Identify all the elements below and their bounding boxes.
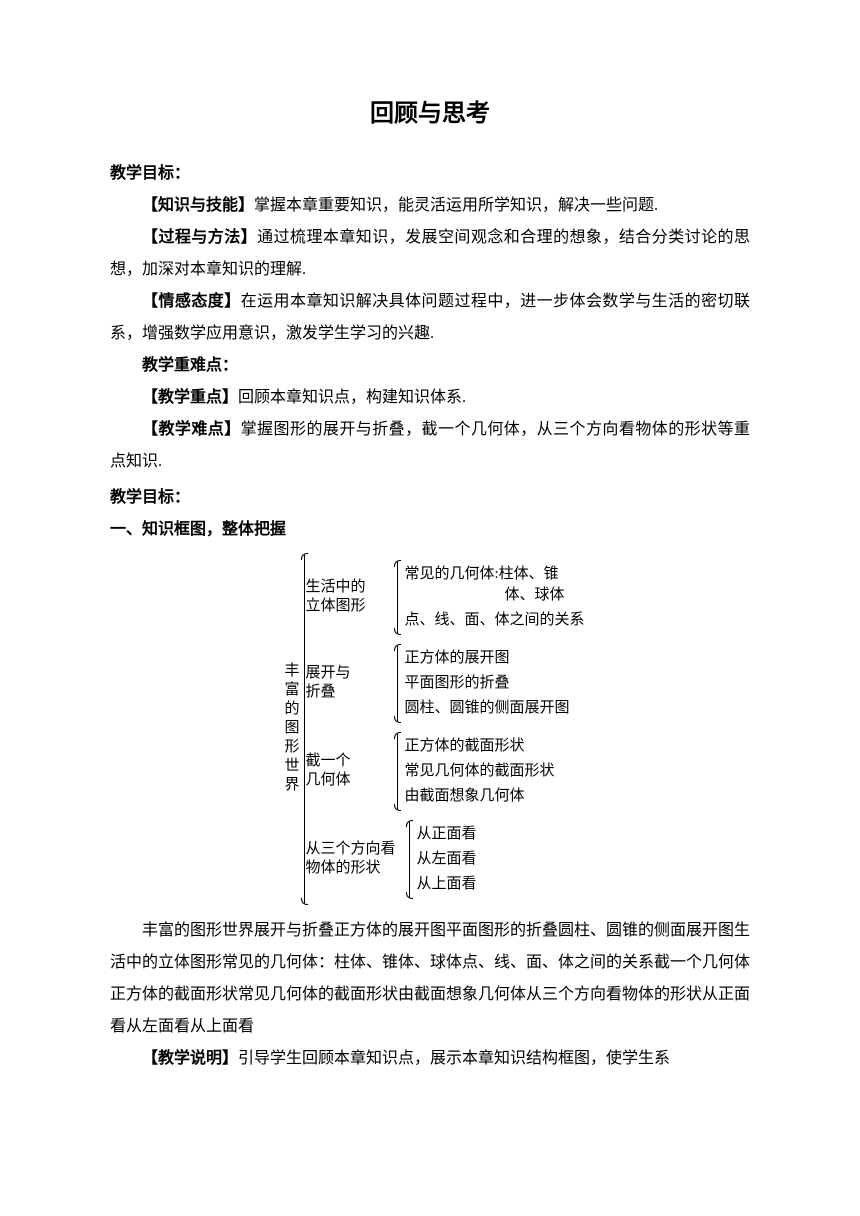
branch3-leaf3: 由截面想象几何体 bbox=[398, 784, 554, 809]
branch3-leaf2: 常见几何体的截面形状 bbox=[398, 759, 554, 784]
goal-process: 【过程与方法】通过梳理本章知识，发展空间观念和合理的想象，结合分类讨论的思想，加… bbox=[110, 222, 750, 286]
goals-heading: 教学目标： bbox=[110, 158, 750, 190]
diagram-root: 丰富的图形世界 bbox=[275, 662, 304, 795]
branch-life-shapes: 生活中的 立体图形 常见的几何体:柱体、锥 体、球体 点、线、面、体之间的关系 bbox=[305, 561, 584, 633]
goal1-text: 掌握本章重要知识，能灵活运用所学知识，解决一些问题. bbox=[254, 197, 658, 214]
branch2-bracket: 正方体的展开图 平面图形的折叠 圆柱、圆锥的侧面展开图 bbox=[397, 645, 569, 721]
summary-paragraph: 丰富的图形世界展开与折叠正方体的展开图平面图形的折叠圆柱、圆锥的侧面展开图生活中… bbox=[110, 915, 750, 1043]
branch2-leaf2: 平面图形的折叠 bbox=[398, 671, 569, 696]
branch4-leaf1: 从正面看 bbox=[410, 822, 476, 847]
root-bracket: 生活中的 立体图形 常见的几何体:柱体、锥 体、球体 点、线、面、体之间的关系 … bbox=[304, 554, 584, 903]
branch-views: 从三个方向看 物体的形状 从正面看 从左面看 从上面看 bbox=[305, 821, 584, 897]
branch-unfold: 展开与 折叠 正方体的展开图 平面图形的折叠 圆柱、圆锥的侧面展开图 bbox=[305, 645, 584, 721]
goal3-label: 【情感态度】 bbox=[142, 293, 241, 310]
goal-attitude: 【情感态度】在运用本章知识解决具体问题过程中，进一步体会数学与生活的密切联系，增… bbox=[110, 286, 750, 350]
hard-label: 【教学难点】 bbox=[142, 421, 241, 438]
framework-heading: 一、知识框图，整体把握 bbox=[110, 514, 750, 546]
goal-knowledge: 【知识与技能】掌握本章重要知识，能灵活运用所学知识，解决一些问题. bbox=[110, 190, 750, 222]
branch4-leaf3: 从上面看 bbox=[410, 872, 476, 897]
page-title: 回顾与思考 bbox=[110, 90, 750, 138]
branch2-leaf1: 正方体的展开图 bbox=[398, 646, 569, 671]
branch4-leaf2: 从左面看 bbox=[410, 847, 476, 872]
key-label: 【教学重点】 bbox=[142, 389, 238, 406]
difficulty-heading: 教学重难点： bbox=[110, 350, 750, 382]
branch1-leaf1: 常见的几何体:柱体、锥 体、球体 bbox=[398, 562, 584, 608]
teaching-note: 【教学说明】引导学生回顾本章知识点，展示本章知识结构框图，使学生系 bbox=[110, 1043, 750, 1075]
goals-heading-2: 教学目标： bbox=[110, 482, 750, 514]
goal2-label: 【过程与方法】 bbox=[142, 229, 257, 246]
branch1-bracket: 常见的几何体:柱体、锥 体、球体 点、线、面、体之间的关系 bbox=[397, 561, 584, 633]
branch4-bracket: 从正面看 从左面看 从上面看 bbox=[409, 821, 476, 897]
branch2-leaf3: 圆柱、圆锥的侧面展开图 bbox=[398, 696, 569, 721]
branch4-label: 从三个方向看 物体的形状 bbox=[305, 840, 405, 879]
branch2-label: 展开与 折叠 bbox=[305, 664, 393, 703]
key-text: 回顾本章知识点，构建知识体系. bbox=[238, 389, 466, 406]
note-label: 【教学说明】 bbox=[142, 1050, 238, 1067]
branch-section: 截一个 几何体 正方体的截面形状 常见几何体的截面形状 由截面想象几何体 bbox=[305, 733, 584, 809]
key-point: 【教学重点】回顾本章知识点，构建知识体系. bbox=[110, 382, 750, 414]
branch3-label: 截一个 几何体 bbox=[305, 752, 393, 791]
note-text: 引导学生回顾本章知识点，展示本章知识结构框图，使学生系 bbox=[238, 1050, 670, 1067]
knowledge-diagram: 丰富的图形世界 生活中的 立体图形 常见的几何体:柱体、锥 体、球体 点、线、面… bbox=[110, 554, 750, 903]
branch3-leaf1: 正方体的截面形状 bbox=[398, 734, 554, 759]
branch1-label: 生活中的 立体图形 bbox=[305, 578, 393, 617]
goal1-label: 【知识与技能】 bbox=[142, 197, 254, 214]
branch3-bracket: 正方体的截面形状 常见几何体的截面形状 由截面想象几何体 bbox=[397, 733, 554, 809]
branch1-leaf2: 点、线、面、体之间的关系 bbox=[398, 608, 584, 633]
hard-point: 【教学难点】掌握图形的展开与折叠，截一个几何体，从三个方向看物体的形状等重点知识… bbox=[110, 414, 750, 478]
